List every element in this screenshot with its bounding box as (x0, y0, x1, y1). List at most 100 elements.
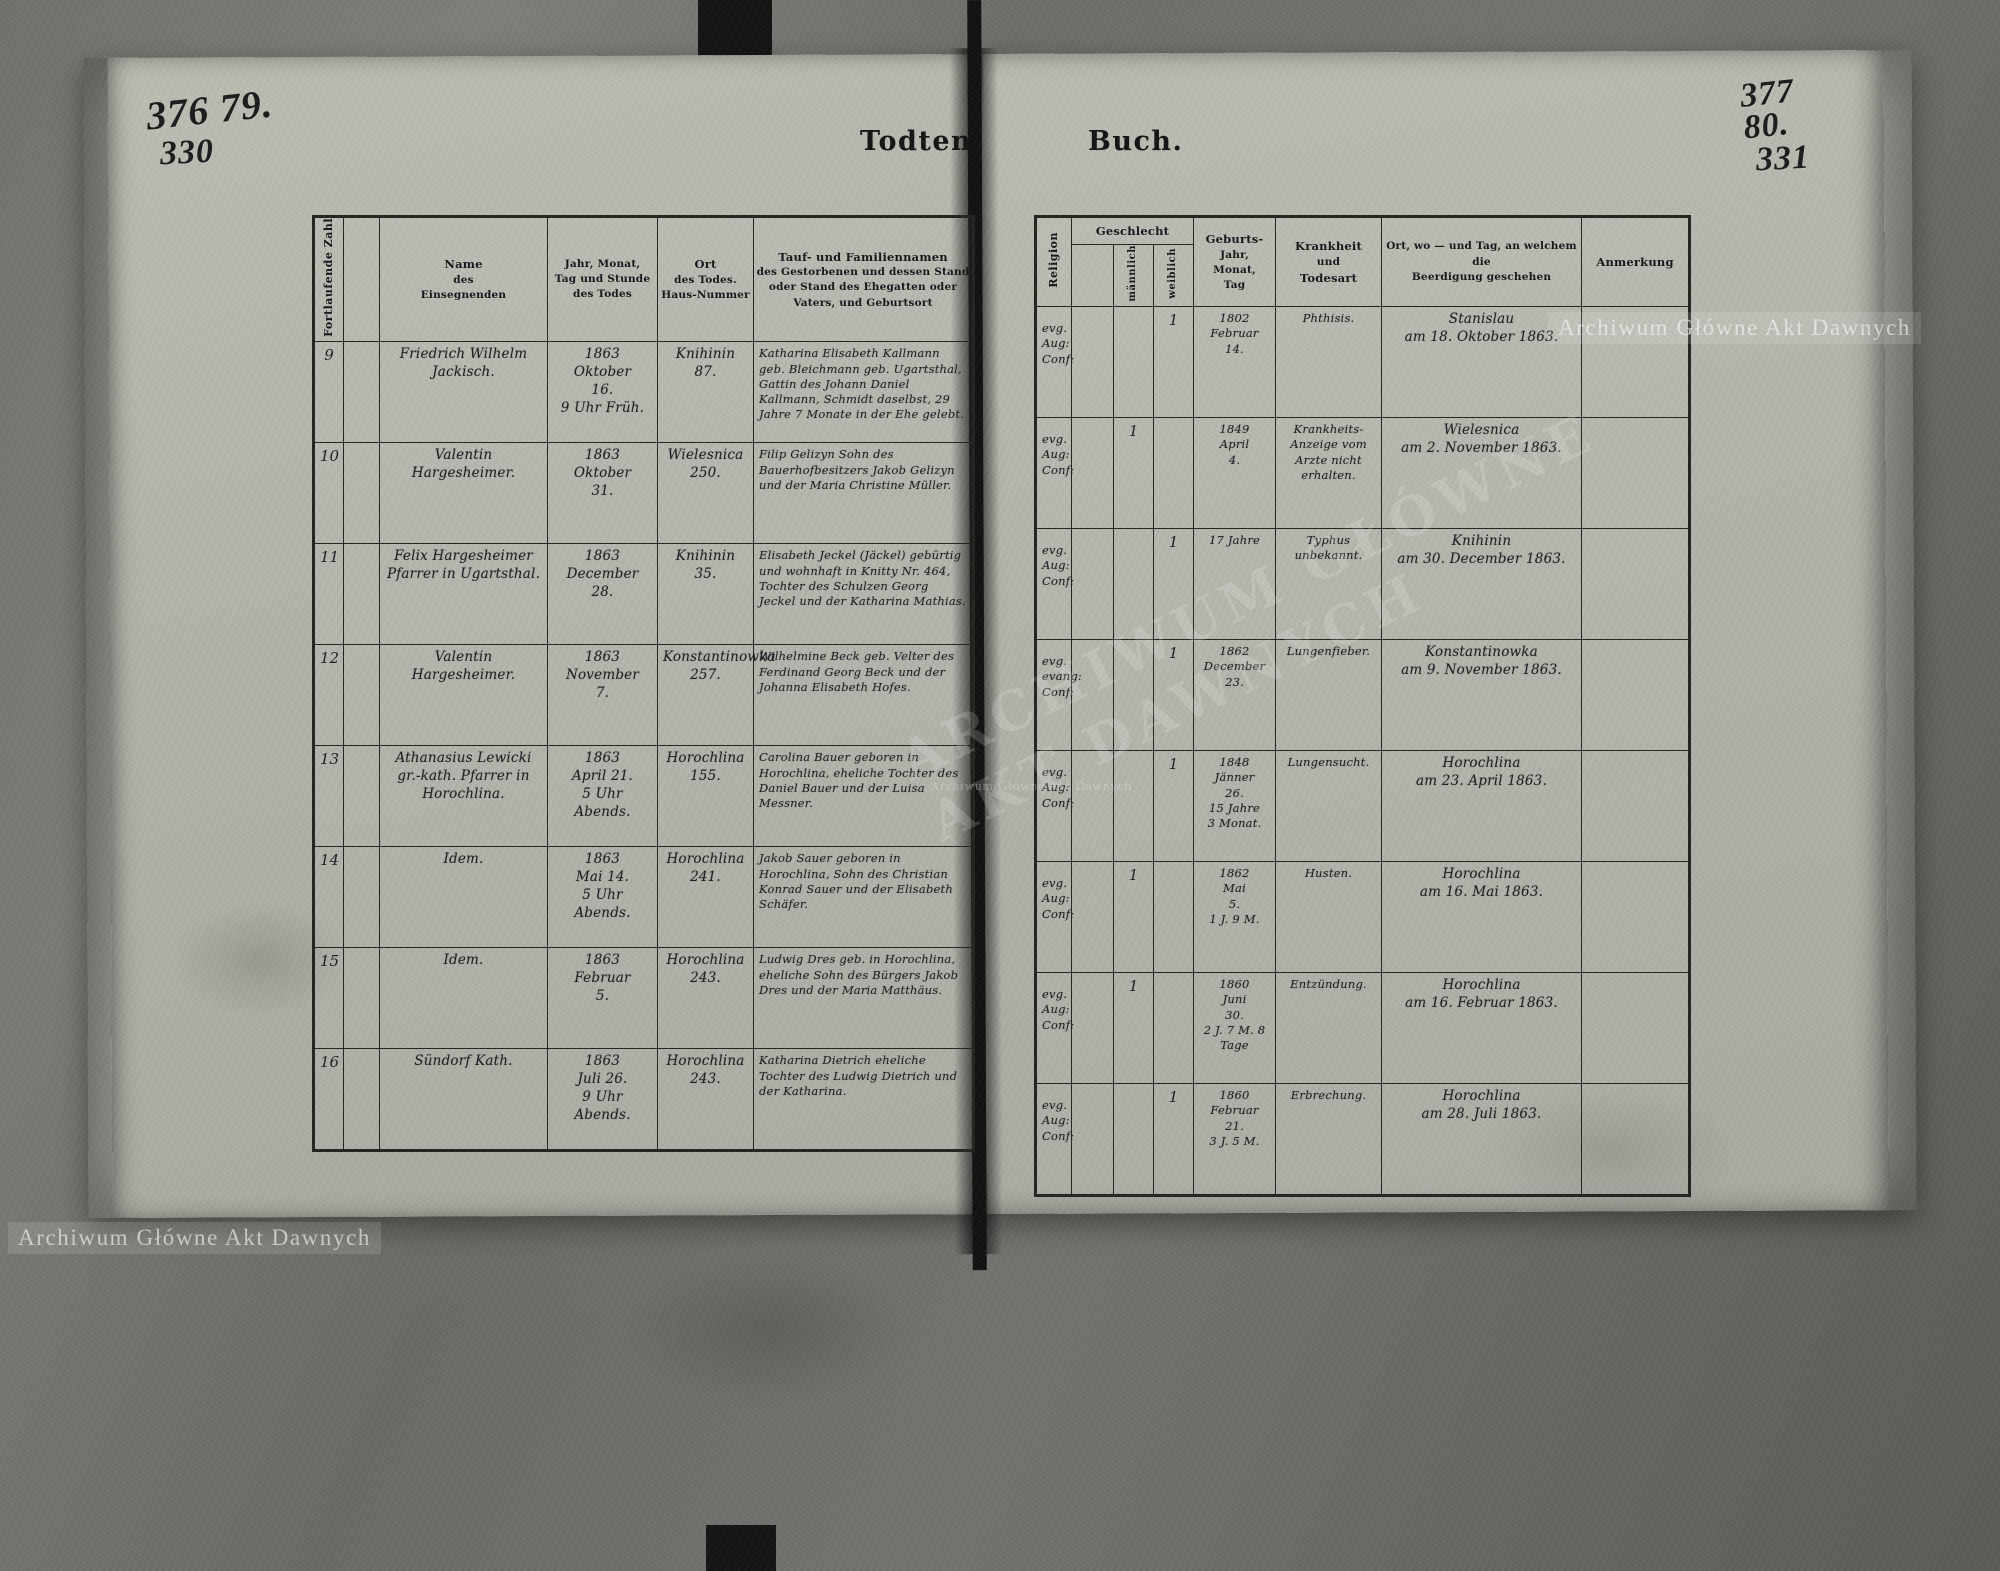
table-row: 12 Valentin Hargesheimer. 1863 November … (313, 644, 974, 747)
cell-datum: 1863 Juli 26. 9 Uhr Abends. (547, 1048, 658, 1152)
right-table-header-row-top: Religion Geschlecht Geburts- Jahr, Monat… (1035, 215, 1691, 308)
cell-nr: 10 (313, 442, 344, 545)
book-title-right: Buch. (1088, 126, 1184, 157)
cell-gender-blank (1071, 861, 1114, 974)
cell-taufname: Jakob Sauer geboren in Horochlina, Sohn … (753, 846, 974, 949)
table-row: 13 Athanasius Lewicki gr.-kath. Pfarrer … (313, 745, 974, 848)
left-table-body: 9 Friedrich Wilhelm Jackisch. 1863 Oktob… (313, 341, 974, 1152)
cell-krankheit: Typhus unbekannt. (1275, 528, 1383, 641)
cell-nr: 13 (313, 745, 344, 848)
death-register-left-table: Fortlaufende Zahl Name des Einsegnenden … (312, 215, 975, 1153)
col-header-maennlich: männlich (1113, 243, 1154, 308)
cell-taufname: Wilhelmine Beck geb. Velter des Ferdinan… (753, 644, 974, 747)
cell-taufname: Filip Gelizyn Sohn des Bauerhofbesitzers… (753, 442, 974, 545)
table-row: evg. Aug: Conf: 1 1860 Juni 30. 2 J. 7 M… (1035, 972, 1691, 1085)
cell-maennlich (1113, 639, 1154, 752)
cell-geburt: 1802 Februar 14. (1193, 306, 1277, 419)
table-row: 16 Sündorf Kath. 1863 Juli 26. 9 Uhr Abe… (313, 1048, 974, 1152)
cell-religion: evg. Aug: Conf: (1035, 306, 1074, 419)
cell-anmerkung (1581, 861, 1691, 974)
cell-krankheit: Husten. (1275, 861, 1383, 974)
book-title-left: Todten- (860, 126, 985, 157)
col-header-geburtsdatum: Geburts- Jahr, Monat, Tag (1193, 215, 1277, 308)
table-row: 10 Valentin Hargesheimer. 1863 Oktober 3… (313, 442, 974, 545)
right-table-body: evg. Aug: Conf: 1 1802 Februar 14. Phthi… (1035, 306, 1691, 1197)
cell-nr: 9 (313, 341, 344, 444)
cell-beerdigung: Wielesnica am 2. November 1863. (1381, 417, 1583, 530)
cell-spacer (343, 644, 380, 747)
cell-gender-blank (1071, 1083, 1114, 1197)
table-row: 9 Friedrich Wilhelm Jackisch. 1863 Oktob… (313, 341, 974, 444)
table-row: 15 Idem. 1863 Februar 5. Horochlina 243.… (313, 947, 974, 1050)
col-header-taufname: Tauf- und Familiennamen des Gestorbenen … (753, 215, 974, 343)
cell-geburt: 1860 Februar 21. 3 J. 5 M. (1193, 1083, 1277, 1197)
cell-weiblich (1152, 861, 1195, 974)
cell-maennlich (1113, 750, 1154, 863)
cell-krankheit: Lungenfieber. (1275, 639, 1383, 752)
cell-nr: 11 (313, 543, 344, 646)
col-header-name: Name des Einsegnenden (379, 215, 548, 343)
cell-krankheit: Lungensucht. (1275, 750, 1383, 863)
cell-geburt: 1860 Juni 30. 2 J. 7 M. 8 Tage (1193, 972, 1277, 1085)
binder-clamp-bottom (706, 1525, 776, 1571)
cell-krankheit: Erbrechung. (1275, 1083, 1383, 1197)
cell-maennlich: 1 (1113, 417, 1154, 530)
cell-beerdigung: Stanislau am 18. Oktober 1863. (1381, 306, 1583, 419)
cell-name: Athanasius Lewicki gr.-kath. Pfarrer in … (379, 745, 548, 848)
cell-beerdigung: Konstantinowka am 9. November 1863. (1381, 639, 1583, 752)
cell-datum: 1863 Oktober 31. (547, 442, 658, 545)
cell-spacer (343, 745, 380, 848)
cell-datum: 1863 November 7. (547, 644, 658, 747)
cell-krankheit: Krankheits-Anzeige vom Arzte nicht erhal… (1275, 417, 1383, 530)
table-row: 14 Idem. 1863 Mai 14. 5 Uhr Abends. Horo… (313, 846, 974, 949)
cell-weiblich: 1 (1152, 750, 1195, 863)
cell-anmerkung (1581, 528, 1691, 641)
table-row: evg. Aug: Conf: 1 17 Jahre Typhus unbeka… (1035, 528, 1691, 641)
death-register-right-table: Religion Geschlecht Geburts- Jahr, Monat… (1034, 215, 1692, 1198)
cell-anmerkung (1581, 306, 1691, 419)
col-header-anmerkung: Anmerkung (1581, 215, 1691, 308)
binder-clamp-top (698, 0, 772, 56)
table-row: evg. Aug: Conf: 1 1862 Mai 5. 1 J. 9 M. … (1035, 861, 1691, 974)
cell-taufname: Ludwig Dres geb. in Horochlina, eheliche… (753, 947, 974, 1050)
cell-weiblich (1152, 417, 1195, 530)
right-table-header-row-bottom: männlich weiblich (1036, 243, 1690, 308)
cell-religion: evg. Aug: Conf: (1035, 528, 1074, 641)
table-row: evg. Aug: Conf: 1 1848 Jänner 26. 15 Jah… (1035, 750, 1691, 863)
cell-krankheit: Phthisis. (1275, 306, 1383, 419)
cell-name: Felix Hargesheimer Pfarrer in Ugartsthal… (379, 543, 548, 646)
cell-maennlich: 1 (1113, 972, 1154, 1085)
cell-weiblich: 1 (1152, 306, 1195, 419)
page-number-right: 331 (1755, 138, 1811, 179)
table-row: evg. Aug: Conf: 1 1860 Februar 21. 3 J. … (1035, 1083, 1691, 1197)
cell-maennlich (1113, 528, 1154, 641)
cell-nr: 15 (313, 947, 344, 1050)
cell-anmerkung (1581, 1083, 1691, 1197)
col-header-geschlecht: Geschlecht (1070, 216, 1195, 245)
cell-name: Idem. (379, 947, 548, 1050)
cell-taufname: Carolina Bauer geboren in Horochlina, eh… (753, 745, 974, 848)
cell-ort: Wielesnica 250. (657, 442, 754, 545)
cell-datum: 1863 Mai 14. 5 Uhr Abends. (547, 846, 658, 949)
cell-ort: Konstantinowka 257. (657, 644, 776, 747)
cell-religion: evg. evang: Conf: (1035, 639, 1082, 752)
cell-weiblich (1152, 972, 1195, 1085)
cell-geburt: 17 Jahre (1193, 528, 1277, 641)
cell-ort: Horochlina 155. (657, 745, 754, 848)
cell-maennlich (1113, 1083, 1154, 1197)
cell-geburt: 1862 Mai 5. 1 J. 9 M. (1193, 861, 1277, 974)
cell-ort: Knihinin 87. (657, 341, 754, 444)
col-header-religion: Religion (1035, 215, 1072, 308)
col-header-datum: Jahr, Monat, Tag und Stunde des Todes (547, 215, 658, 343)
cell-spacer (343, 341, 380, 444)
cell-nr: 16 (313, 1048, 344, 1152)
cell-religion: evg. Aug: Conf: (1035, 750, 1074, 863)
cell-weiblich: 1 (1152, 639, 1195, 752)
cell-gender-blank (1071, 972, 1114, 1085)
folio-number-right: 377 80. (1738, 72, 1797, 147)
cell-spacer (343, 846, 380, 949)
cell-spacer (343, 543, 380, 646)
table-row: evg. evang: Conf: 1 1862 December 23. Lu… (1035, 639, 1691, 752)
cell-geburt: 1849 April 4. (1193, 417, 1277, 530)
